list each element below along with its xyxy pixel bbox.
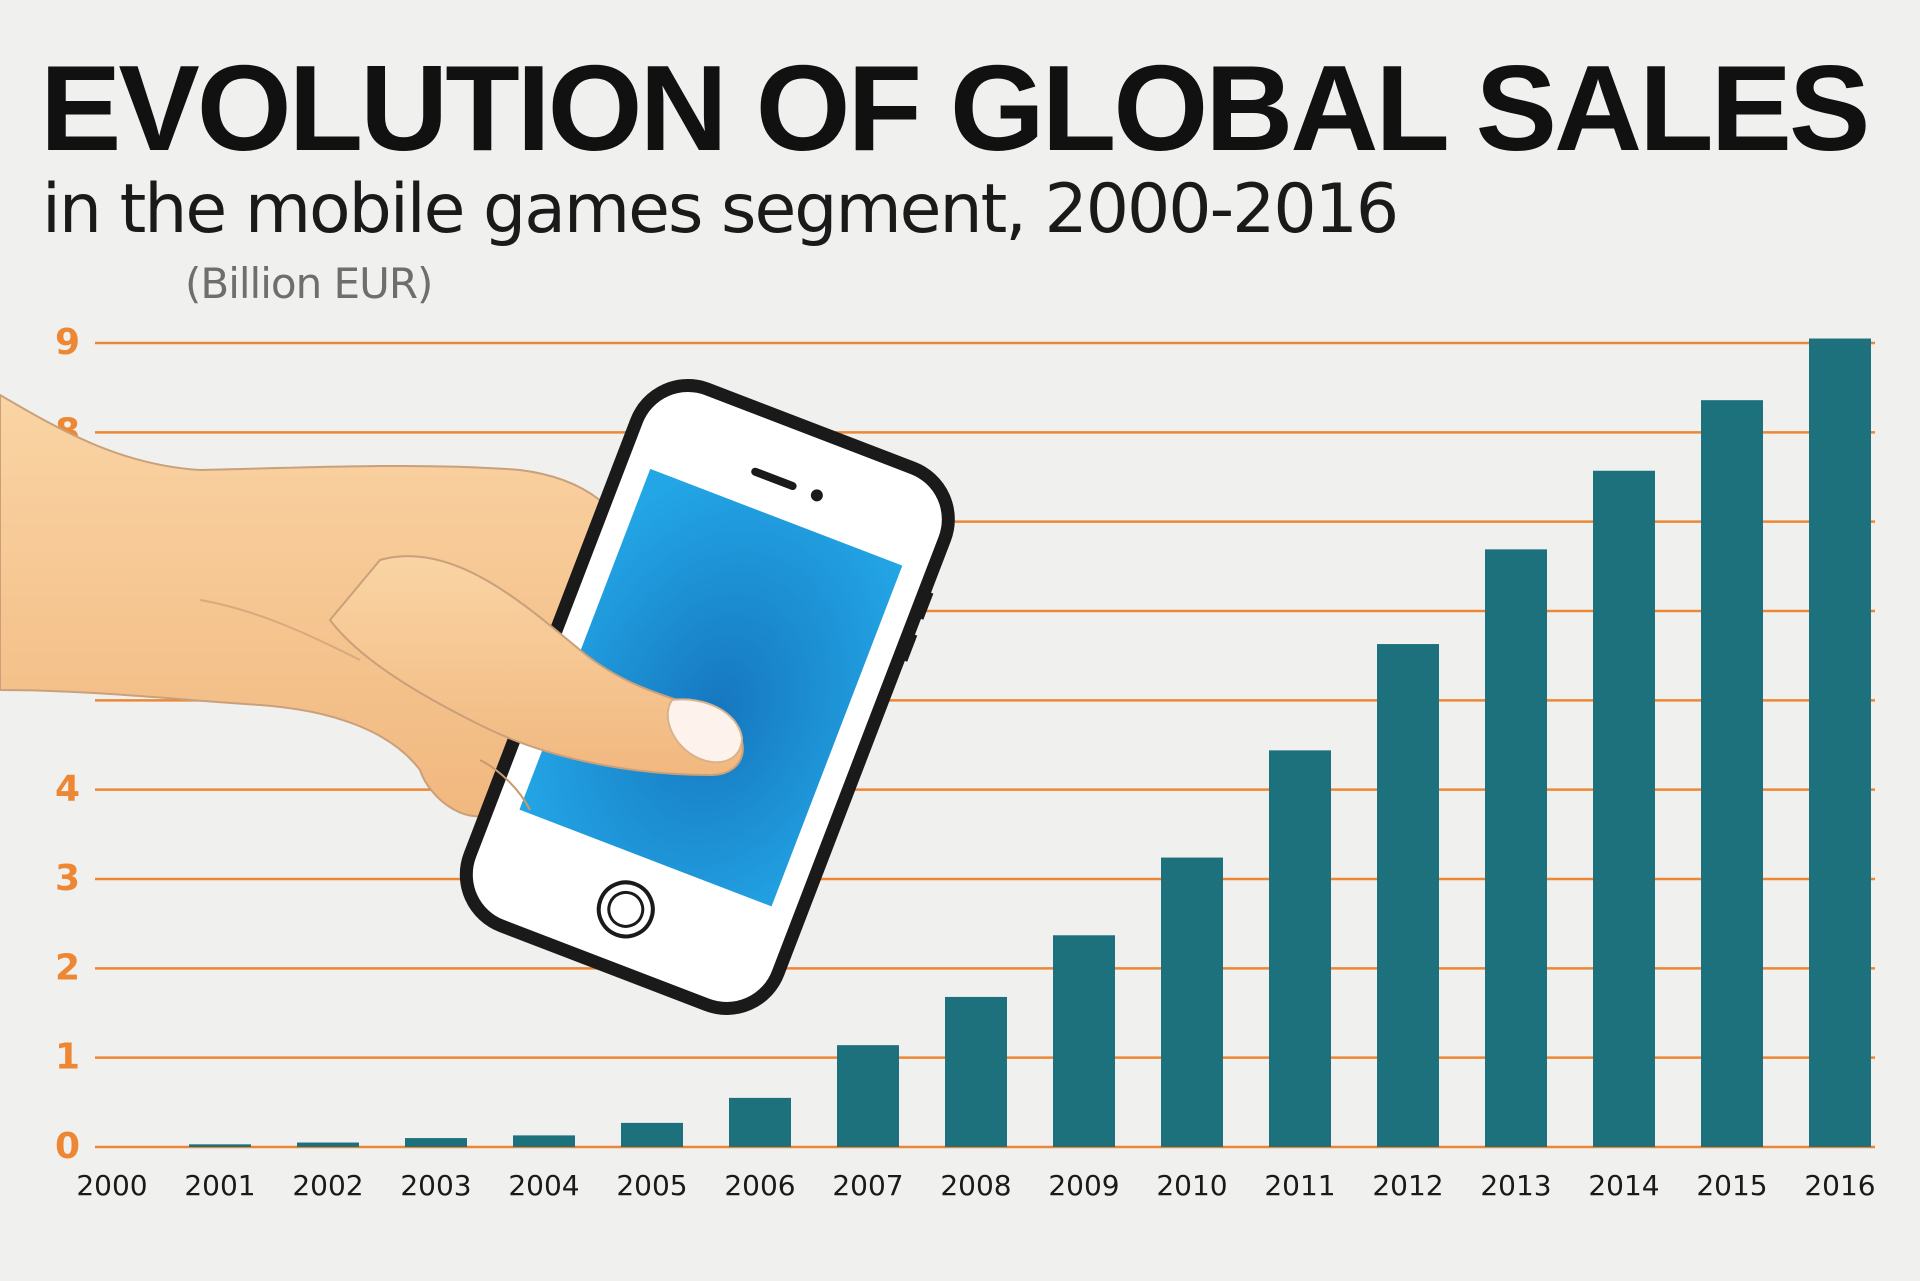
phone-home-button-inner (607, 890, 645, 928)
chart-title: EVOLUTION OF GLOBAL SALES (40, 40, 1867, 176)
x-tick-label: 2012 (1372, 1169, 1443, 1202)
bar-2007 (837, 1045, 899, 1147)
y-tick-label: 0 (55, 1126, 80, 1167)
bar-2012 (1377, 644, 1439, 1147)
hand-holding-smartphone-icon (0, 379, 955, 1015)
x-tick-label: 2016 (1804, 1169, 1875, 1202)
bar-2014 (1593, 470, 1655, 1147)
bar-2004 (513, 1135, 575, 1147)
x-tick-label: 2010 (1156, 1169, 1227, 1202)
bars (189, 338, 1871, 1147)
hand-thumb (328, 555, 744, 777)
x-tick-label: 2000 (76, 1169, 147, 1202)
bar-2006 (729, 1097, 791, 1147)
bar-2005 (621, 1122, 683, 1147)
bar-2003 (405, 1138, 467, 1147)
x-tick-label: 2007 (832, 1169, 903, 1202)
x-tick-label: 2011 (1264, 1169, 1335, 1202)
hand-crease-2 (199, 599, 361, 661)
phone-screen (519, 468, 903, 907)
phone-speaker (751, 467, 797, 491)
y-tick-label: 3 (55, 858, 80, 899)
x-tick-label: 2015 (1696, 1169, 1767, 1202)
y-tick-label: 1 (55, 1037, 80, 1078)
x-tick-label: 2004 (508, 1169, 579, 1202)
x-tick-label: 2013 (1480, 1169, 1551, 1202)
y-axis-ticks: 0123489 (55, 322, 80, 1167)
bar-2015 (1701, 400, 1763, 1147)
phone-camera (810, 489, 823, 502)
x-axis-ticks: 2000 2001 2002 2003 2004 2005 2006 2007 2008 2009… (76, 1169, 1875, 1202)
x-tick-label: 2006 (724, 1169, 795, 1202)
bar-2008 (945, 996, 1007, 1147)
x-tick-label: 2002 (292, 1169, 363, 1202)
x-tick-label: 2014 (1588, 1169, 1659, 1202)
y-tick-label: 9 (55, 322, 80, 363)
bar-2002 (297, 1142, 359, 1147)
x-tick-label: 2009 (1048, 1169, 1119, 1202)
bar-2010 (1161, 857, 1223, 1147)
y-tick-label: 2 (55, 947, 80, 988)
bar-2009 (1053, 935, 1115, 1147)
bar-2001 (189, 1144, 251, 1147)
y-tick-label: 4 (55, 769, 80, 810)
x-tick-label: 2005 (616, 1169, 687, 1202)
phone-side-button (915, 590, 934, 620)
phone-home-button (596, 880, 655, 939)
x-tick-label: 2008 (940, 1169, 1011, 1202)
chart-subtitle: in the mobile games segment, 2000-2016 (42, 170, 1397, 249)
x-tick-label: 2003 (400, 1169, 471, 1202)
bar-2016 (1809, 338, 1871, 1147)
thumb-nail (666, 698, 744, 764)
unit-label: (Billion EUR) (185, 259, 432, 308)
bar-2011 (1269, 750, 1331, 1147)
x-tick-label: 2001 (184, 1169, 255, 1202)
hand-crease (479, 759, 531, 811)
bar-2013 (1485, 549, 1547, 1147)
phone-side-button-2 (899, 632, 918, 662)
